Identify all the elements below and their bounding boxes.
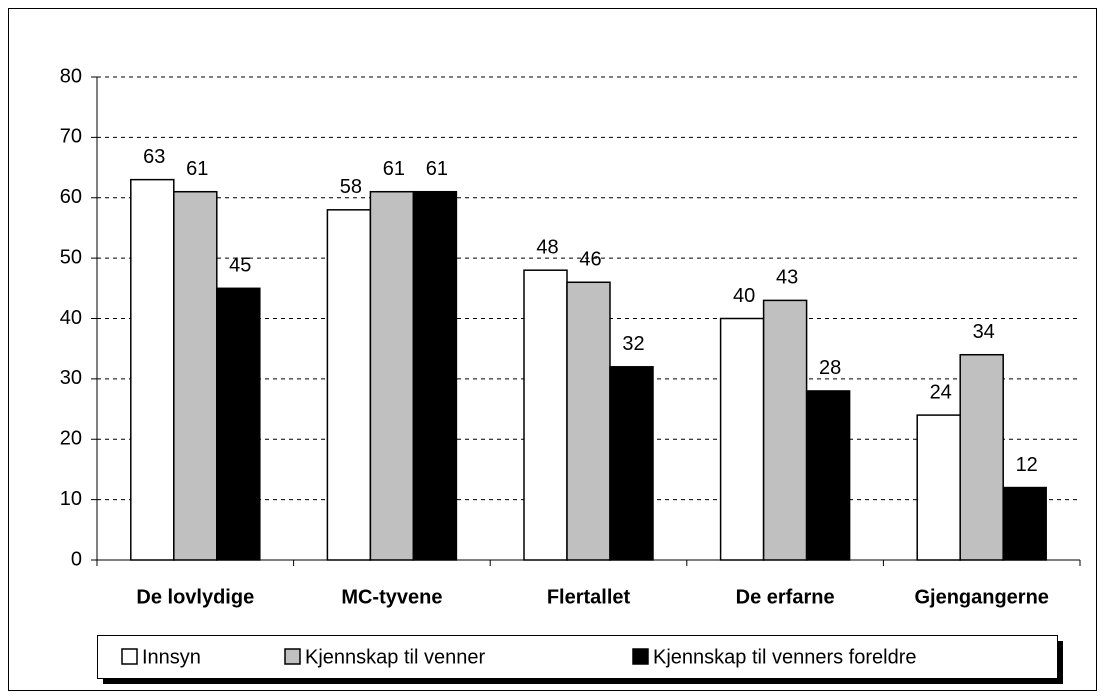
value-label: 34 [973,321,995,343]
bar [1002,486,1047,561]
y-tick-label: 60 [60,186,82,208]
bar [762,299,808,561]
y-tick-label: 0 [71,548,82,570]
y-tick-label: 20 [60,428,82,450]
value-label: 61 [426,158,448,180]
legend-swatch [632,648,649,665]
value-label: 24 [930,381,952,403]
bar [369,190,415,561]
value-label: 45 [229,255,251,277]
x-tick-label: Flertallet [547,586,631,608]
bar [959,353,1004,561]
bar [523,269,568,561]
y-tick-label: 80 [60,65,82,87]
bar [173,190,218,561]
x-tick-label: De lovlydige [136,586,254,608]
y-tick-label: 10 [60,488,82,510]
y-tick-label: 30 [60,367,82,389]
legend-label: Innsyn [142,646,201,668]
bar [566,281,611,561]
bar [609,366,654,561]
legend [97,635,1058,679]
value-label: 43 [776,267,798,289]
bar [805,390,851,561]
value-label: 63 [143,146,165,168]
value-label: 48 [536,236,558,258]
bar [916,414,961,561]
legend-swatch [121,648,138,665]
bar [326,209,372,561]
bar [216,287,261,561]
value-label: 40 [733,285,755,307]
legend-label: Kjennskap til venners foreldre [653,646,916,668]
x-tick-label: Gjengangerne [914,586,1048,608]
value-label: 58 [340,176,362,198]
y-tick-label: 50 [60,246,82,268]
value-label: 12 [1016,454,1038,476]
bar [130,178,175,561]
value-label: 32 [622,333,644,355]
y-tick-label: 70 [60,126,82,148]
value-label: 28 [819,357,841,379]
x-tick-label: MC-tyvene [341,586,442,608]
legend-label: Kjennskap til venner [305,646,485,668]
bar [412,190,458,561]
x-tick-label: De erfarne [736,586,835,608]
bar [719,317,765,561]
legend-swatch [284,648,301,665]
value-label: 46 [579,249,601,271]
value-label: 61 [186,158,208,180]
value-label: 61 [383,158,405,180]
y-tick-label: 40 [60,307,82,329]
